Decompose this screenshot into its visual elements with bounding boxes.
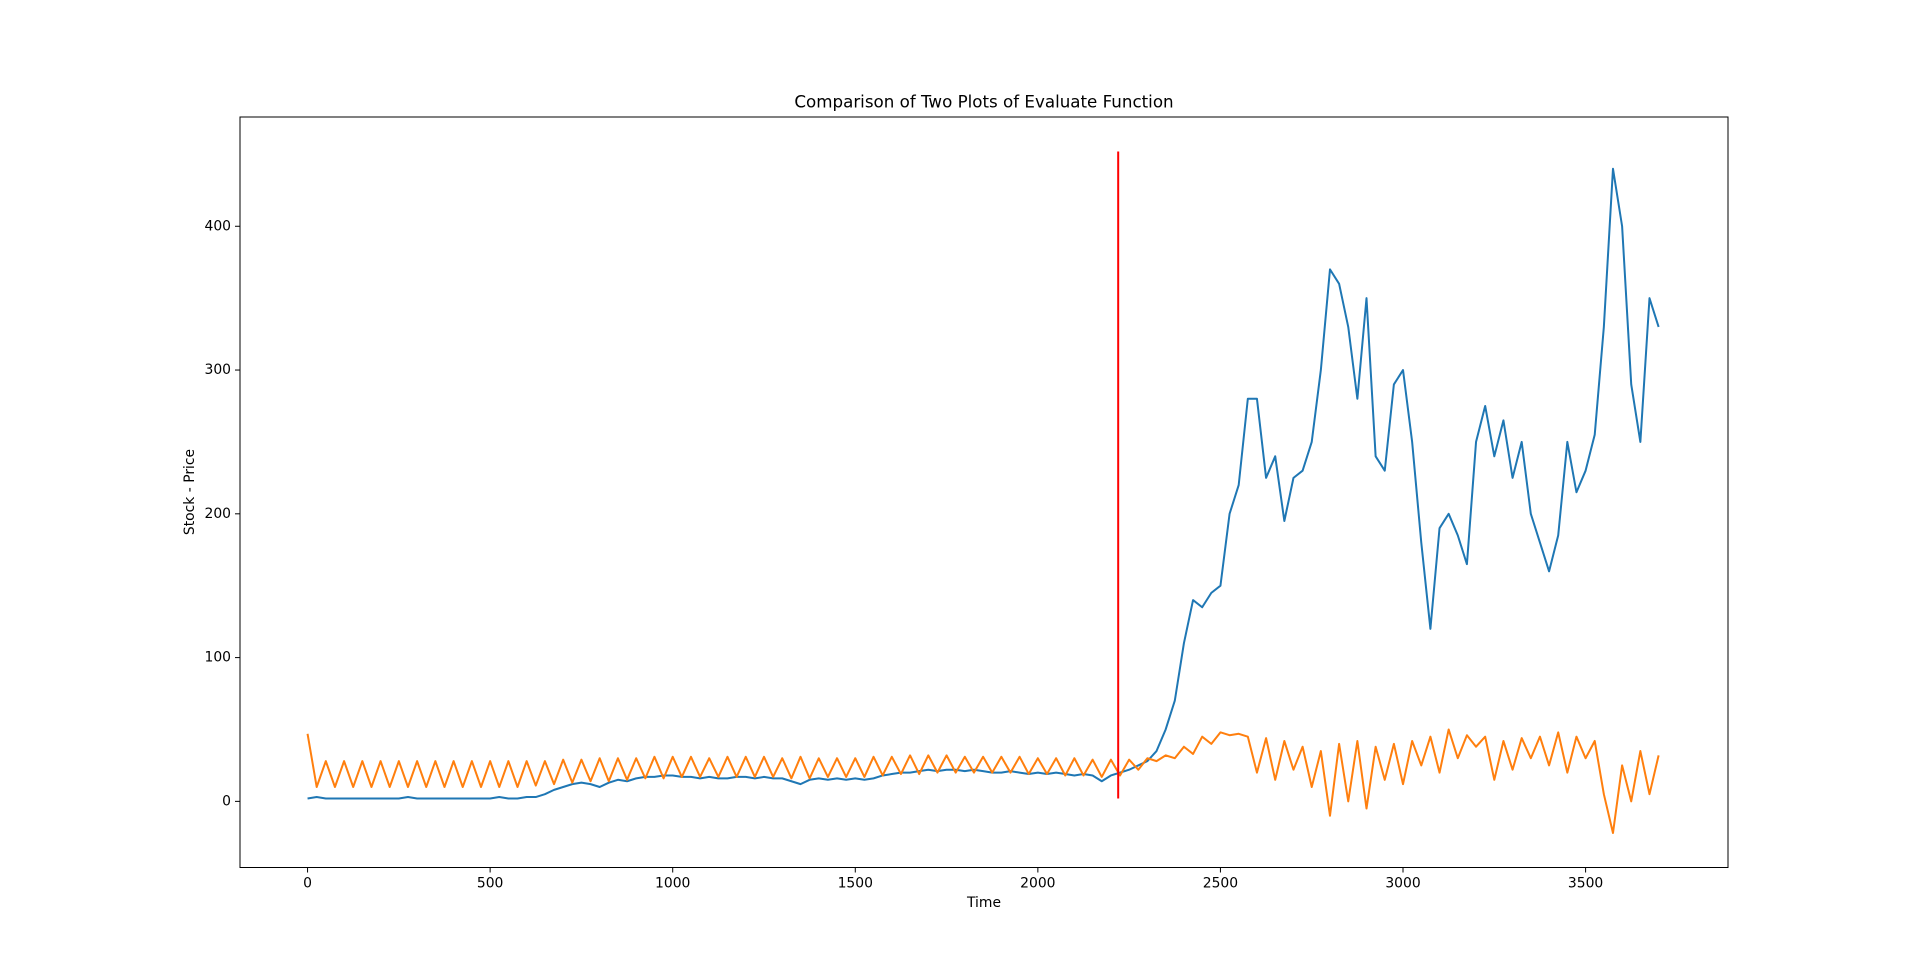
x-tick-label: 3500	[1568, 876, 1603, 892]
y-tick-label: 200	[204, 506, 231, 522]
y-tick-label: 300	[204, 362, 231, 378]
y-tick-label: 0	[222, 793, 231, 809]
y-tick-label: 100	[204, 650, 231, 666]
x-axis-label: Time	[966, 895, 1001, 911]
x-tick-label: 3000	[1385, 876, 1420, 892]
y-tick-label: 400	[204, 218, 231, 234]
x-tick-label: 0	[303, 876, 312, 892]
plot-area	[306, 151, 1660, 834]
x-tick-label: 500	[477, 876, 504, 892]
data-line	[306, 728, 1660, 834]
x-tick-label: 2000	[1020, 876, 1055, 892]
axes-frame	[239, 116, 1729, 868]
data-line	[307, 167, 1660, 800]
x-tick-label: 1500	[838, 876, 873, 892]
x-tick-label: 1000	[655, 876, 690, 892]
chart-title: Comparison of Two Plots of Evaluate Func…	[794, 92, 1173, 112]
x-tick-label: 2500	[1203, 876, 1238, 892]
y-axis-label: Stock - Price	[182, 449, 198, 535]
